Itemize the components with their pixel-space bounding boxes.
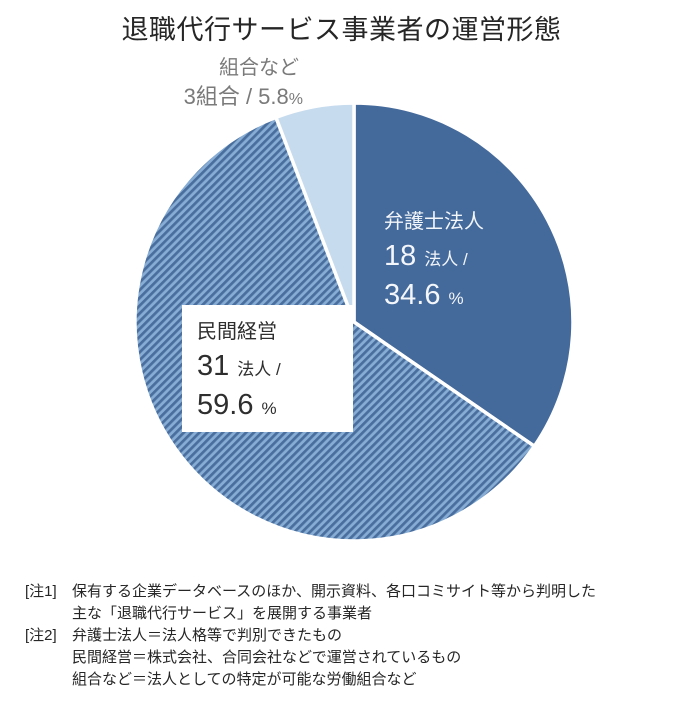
lawyer-segment-count: 18 法人 / (384, 240, 468, 272)
footnote-2-line-1: 弁護士法人＝法人格等で判別できたもの (72, 627, 343, 644)
label-private-segment: 民間経営 31 法人 / 59.6% (182, 305, 353, 432)
footnote-2-line-2: 民間経営＝株式会社、合同会社などで運営されているもの (72, 649, 462, 666)
footnote-1-line-2: 主な「退職代行サービス」を展開する事業者 (72, 605, 373, 622)
lawyer-segment-name: 弁護士法人 (384, 211, 484, 233)
pie-slice-1 (352, 101, 575, 448)
lawyer-segment-percent: 34.6% (384, 278, 464, 311)
union-segment-value: 3組合 / 5.8% (183, 84, 303, 109)
footnote-1-label: [注1] (25, 583, 57, 600)
footnote-2-line-3: 組合など＝法人としての特定が可能な労働組合など (72, 671, 417, 688)
footnote-2-body: 弁護士法人＝法人格等で判別できたもの 民間経営＝株式会社、合同会社などで運営され… (72, 625, 670, 691)
private-segment-count: 31 法人 / (197, 350, 281, 382)
footnote-2: [注2] 弁護士法人＝法人格等で判別できたもの 民間経営＝株式会社、合同会社など… (25, 625, 670, 691)
private-segment-name: 民間経営 (197, 321, 277, 343)
footnote-1-body: 保有する企業データベースのほか、開示資料、各口コミサイト等から判明した 主な「退… (72, 581, 670, 625)
private-segment-percent: 59.6% (197, 388, 277, 421)
label-lawyer-segment: 弁護士法人 18 法人 / 34.6% (384, 211, 484, 312)
footnote-1-line-1: 保有する企業データベースのほか、開示資料、各口コミサイト等から判明した (72, 583, 596, 600)
pie-slice-3 (274, 101, 356, 324)
footnote-1: [注1] 保有する企業データベースのほか、開示資料、各口コミサイト等から判明した… (25, 581, 670, 625)
label-union-segment: 組合など 3組合 / 5.8% (100, 57, 303, 109)
footnote-2-label: [注2] (25, 627, 57, 644)
footnotes: [注1] 保有する企業データベースのほか、開示資料、各口コミサイト等から判明した… (25, 581, 670, 691)
chart-title: 退職代行サービス事業者の運営形態 (121, 15, 562, 45)
union-segment-name: 組合など (219, 57, 299, 79)
